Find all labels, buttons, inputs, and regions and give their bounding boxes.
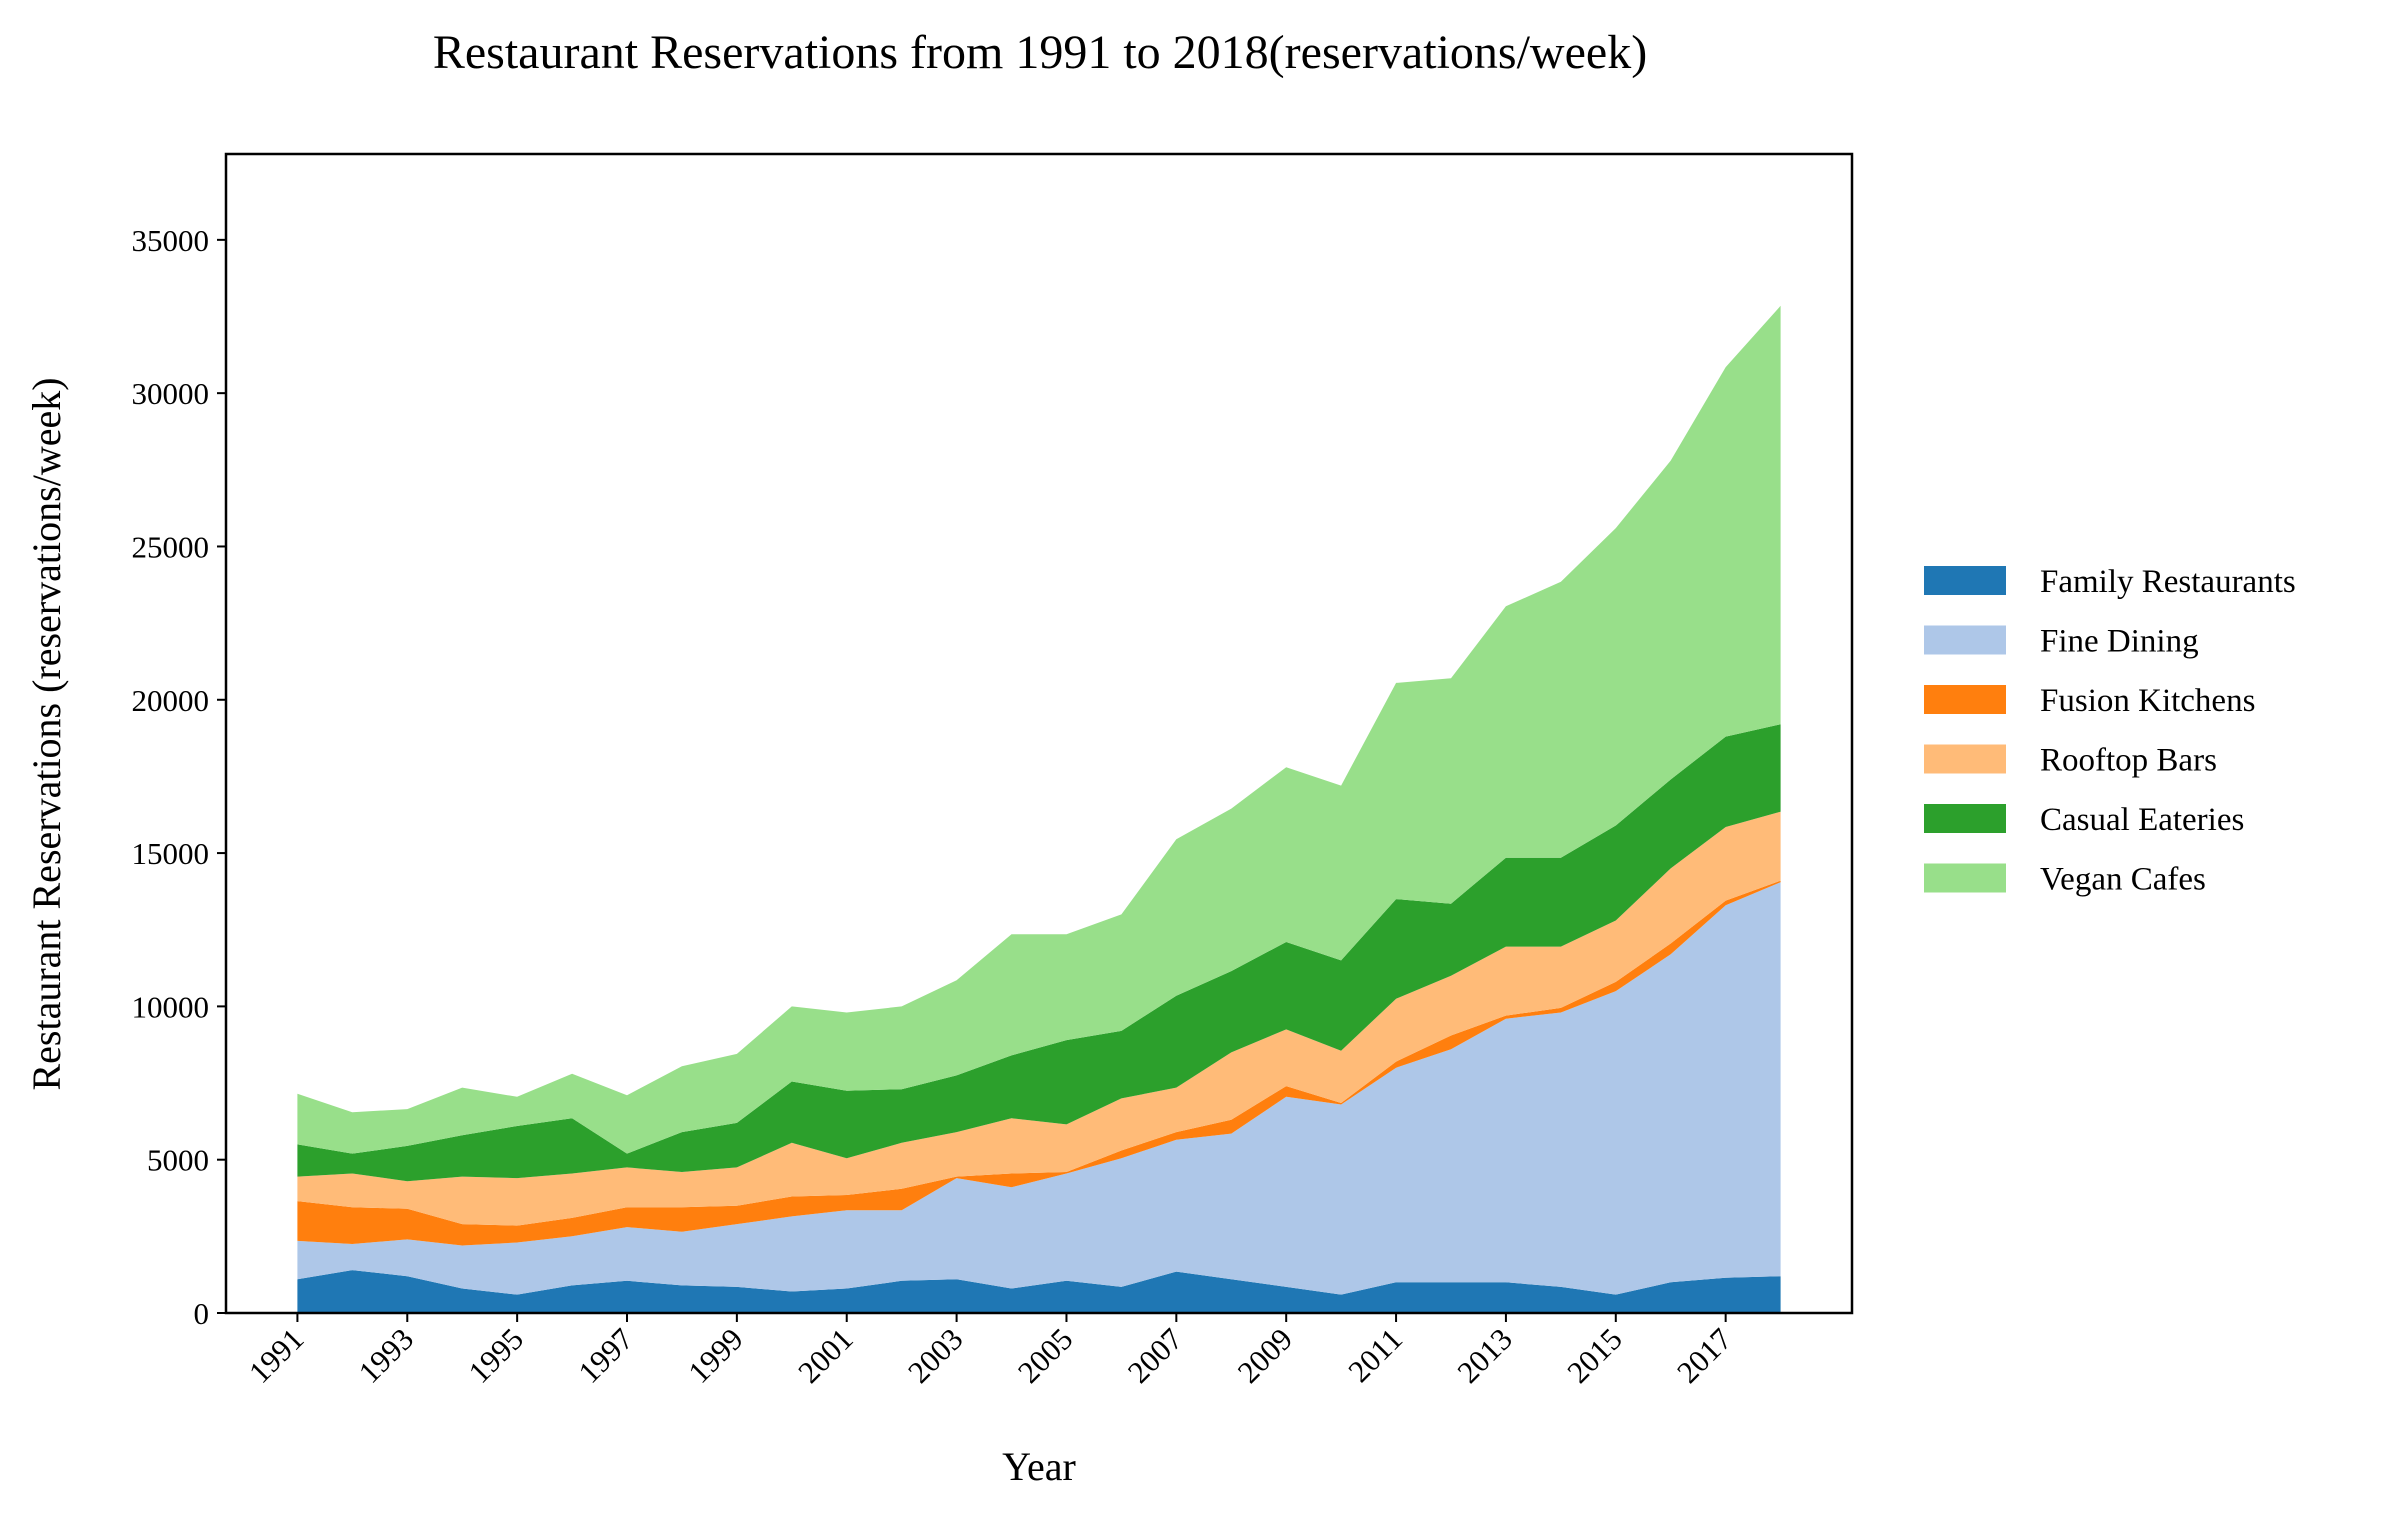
y-tick-label: 5000 [147, 1143, 209, 1178]
x-tick-label: 2015 [1560, 1321, 1629, 1390]
x-axis-label: Year [1002, 1444, 1076, 1489]
legend-label-vegan-cafes: Vegan Cafes [2040, 862, 2206, 898]
y-axis: 0 5000 10000 15000 20000 25000 30000 35000 [132, 223, 226, 1331]
x-axis: 1991 1993 1995 1997 1999 2001 2003 2005 2007 2009… [242, 1313, 1739, 1390]
legend-swatch-vegan-cafes [1924, 863, 2006, 893]
legend-label-fusion-kitchens: Fusion Kitchens [2040, 683, 2255, 719]
x-tick-label: 2009 [1231, 1321, 1300, 1390]
legend-label-fine-dining: Fine Dining [2040, 624, 2199, 660]
x-tick-label: 1995 [462, 1321, 531, 1390]
legend-swatch-family-restaurants [1924, 566, 2006, 595]
legend-swatch-fine-dining [1924, 625, 2006, 655]
plot-areas [297, 305, 1781, 1313]
area-family-restaurants [297, 1270, 1781, 1313]
legend-swatch-rooftop-bars [1924, 744, 2006, 774]
y-tick-label: 35000 [132, 223, 210, 258]
x-tick-label: 2017 [1670, 1321, 1739, 1390]
legend: Family Restaurants Fine Dining Fusion Kitc… [1924, 564, 2296, 898]
y-axis-label: Restaurant Reservations (reservations/we… [24, 377, 69, 1090]
legend-label-casual-eateries: Casual Eateries [2040, 802, 2244, 838]
x-tick-label: 1991 [242, 1321, 311, 1390]
x-tick-label: 2007 [1121, 1321, 1190, 1390]
x-tick-label: 2011 [1341, 1321, 1409, 1389]
x-tick-label: 2005 [1011, 1321, 1080, 1390]
legend-label-family-restaurants: Family Restaurants [2040, 564, 2296, 600]
area-fine-dining [297, 882, 1781, 1295]
x-tick-label: 2001 [791, 1321, 860, 1390]
x-tick-label: 1993 [352, 1321, 421, 1390]
plot-frame [224, 152, 1854, 1315]
area-vegan-cafes [297, 305, 1781, 1154]
y-tick-label: 10000 [132, 989, 210, 1024]
x-tick-label: 1999 [681, 1321, 750, 1390]
legend-swatch-casual-eateries [1924, 804, 2006, 833]
y-tick-label: 30000 [132, 376, 210, 411]
area-rooftop-bars [297, 811, 1781, 1226]
x-tick-label: 2003 [901, 1321, 970, 1390]
y-tick-label: 15000 [132, 836, 210, 871]
y-tick-label: 20000 [132, 683, 210, 718]
x-tick-label: 1997 [571, 1321, 640, 1390]
legend-label-rooftop-bars: Rooftop Bars [2040, 743, 2217, 779]
x-tick-label: 2013 [1450, 1321, 1519, 1390]
y-tick-label: 25000 [132, 529, 210, 564]
area-casual-eateries [297, 724, 1781, 1182]
y-tick-label: 0 [194, 1296, 210, 1331]
legend-swatch-fusion-kitchens [1924, 685, 2006, 714]
chart-title: Restaurant Reservations from 1991 to 201… [433, 26, 1647, 79]
